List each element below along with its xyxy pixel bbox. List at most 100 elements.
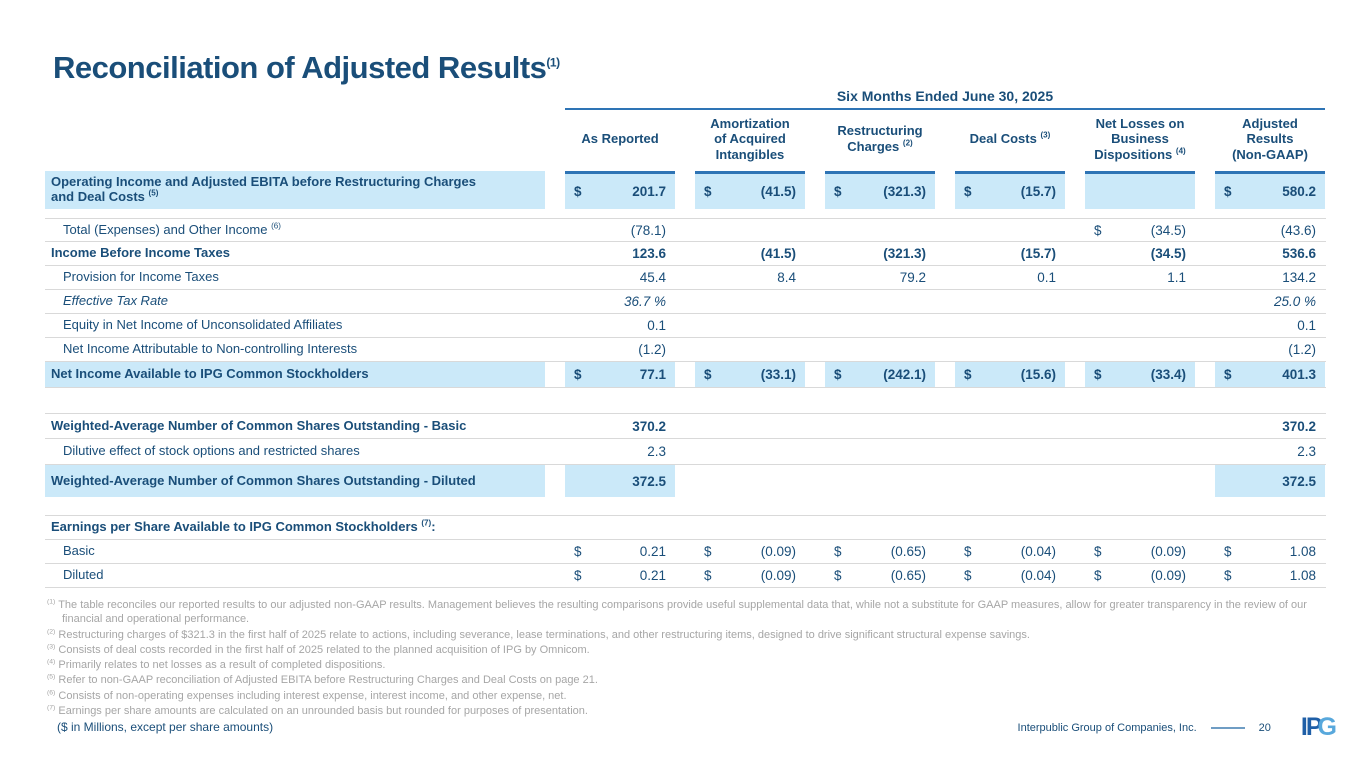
value-cell: (1.2)	[638, 342, 666, 357]
value-cell	[1085, 439, 1195, 464]
value-cell: $ (34.5)	[1094, 222, 1186, 238]
value-cell	[825, 465, 935, 497]
value-cell: 2.3	[647, 444, 666, 459]
column-header-deal-costs: Deal Costs (3)	[969, 130, 1051, 147]
value-cell	[955, 414, 1065, 438]
value-cell: $401.3	[1215, 362, 1325, 387]
column-header-adjusted-results: Adjusted Results (Non-GAAP)	[1232, 115, 1308, 162]
slide: Reconciliation of Adjusted Results(1) Si…	[45, 50, 1326, 734]
value-cell: $ (33.1)	[695, 362, 805, 387]
row-label: Dilutive effect of stock options and res…	[63, 443, 360, 459]
value-cell: 25.0 %	[1273, 294, 1316, 309]
value-cell	[825, 290, 935, 313]
value-cell: $ (33.4)	[1085, 362, 1195, 387]
table-row-effective-tax-rate: Effective Tax Rate 36.7 % 25.0 %	[45, 290, 1326, 314]
page-number: 20	[1258, 721, 1271, 734]
row-label: Weighted-Average Number of Common Shares…	[51, 417, 467, 433]
value-cell	[955, 314, 1065, 337]
row-label: Income Before Income Taxes	[51, 245, 230, 261]
value-cell	[1085, 465, 1195, 497]
table-header-row: As Reported Amortization of Acquired Int…	[45, 112, 1326, 166]
column-header-net-losses: Net Losses on Business Dispositions (4)	[1094, 115, 1186, 162]
value-cell: 79.2	[899, 270, 926, 285]
column-header-as-reported: As Reported	[581, 131, 659, 147]
value-cell: 36.7 %	[623, 294, 666, 309]
value-cell: $1.08	[1224, 568, 1316, 583]
footer-divider-line	[1210, 726, 1245, 729]
table-row-eps-diluted: Diluted $0.21 $ (0.09) $ (0.65) $ (0.04) $(…	[45, 564, 1326, 588]
footnote: (4) Primarily relates to net losses as a…	[47, 658, 386, 672]
value-cell: 372.5	[565, 465, 675, 497]
value-cell: $ (41.5)	[695, 171, 805, 209]
value-cell: $ (0.65)	[834, 568, 926, 583]
row-label: Total (Expenses) and Other Income (6)	[63, 221, 281, 237]
row-label: Basic	[63, 543, 95, 559]
column-header-spacer	[45, 112, 545, 166]
table-row-noncontrolling-interests: Net Income Attributable to Non-controlli…	[45, 338, 1326, 362]
slide-footer: Interpublic Group of Companies, Inc. 20 …	[1017, 713, 1338, 742]
value-cell: $ (0.09)	[1094, 568, 1186, 583]
value-cell: 134.2	[1282, 270, 1316, 285]
value-cell: 2.3	[1297, 444, 1316, 459]
value-cell: $ (0.09)	[704, 544, 796, 559]
value-cell: (1.2)	[1288, 342, 1316, 357]
value-cell: $580.2	[1215, 171, 1325, 209]
table-row-eps-basic: Basic $0.21 $ (0.09) $ (0.65) $ (0.04) $ (0.…	[45, 540, 1326, 564]
value-cell	[695, 439, 805, 464]
value-cell: (321.3)	[883, 246, 926, 261]
value-cell	[955, 290, 1065, 313]
value-cell: 0.1	[647, 318, 666, 333]
value-cell: 8.4	[777, 270, 796, 285]
table-row-net-income-available: Net Income Available to IPG Common Stock…	[45, 362, 1326, 388]
value-cell	[695, 219, 805, 241]
value-cell: 1.1	[1167, 270, 1186, 285]
value-cell: $201.7	[565, 171, 675, 209]
value-cell: $ (242.1)	[825, 362, 935, 387]
reconciliation-table: Six Months Ended June 30, 2025 As Report…	[45, 88, 1326, 588]
table-row-provision-taxes: Provision for Income Taxes 45.4 8.4 79.2…	[45, 266, 1326, 290]
value-cell: $ (15.6)	[955, 362, 1065, 387]
value-cell: $ (0.04)	[964, 568, 1056, 583]
company-name: Interpublic Group of Companies, Inc.	[1017, 721, 1197, 734]
table-row-shares-basic: Weighted-Average Number of Common Shares…	[45, 413, 1326, 439]
table-row-eps-header: Earnings per Share Available to IPG Comm…	[45, 515, 1326, 540]
value-cell	[1085, 338, 1195, 361]
value-cell: 536.6	[1282, 246, 1316, 261]
column-header-restructuring: Restructuring Charges (2)	[837, 123, 923, 154]
value-cell: $0.21	[574, 544, 666, 559]
value-cell	[695, 414, 805, 438]
value-cell: (78.1)	[630, 222, 666, 238]
table-row-shares-diluted: Weighted-Average Number of Common Shares…	[45, 465, 1326, 497]
value-cell	[695, 338, 805, 361]
table-row-operating-income: Operating Income and Adjusted EBITA befo…	[45, 171, 1326, 209]
value-cell: (34.5)	[1150, 246, 1186, 261]
value-cell: 372.5	[1215, 465, 1325, 497]
row-label: Weighted-Average Number of Common Shares…	[45, 465, 545, 497]
period-header: Six Months Ended June 30, 2025	[565, 88, 1325, 110]
value-cell: (15.7)	[1020, 246, 1056, 261]
value-cell: $ (15.7)	[955, 171, 1065, 209]
value-cell	[955, 219, 1065, 241]
value-cell: 370.2	[1282, 418, 1316, 434]
value-cell: $1.08	[1224, 544, 1316, 559]
value-cell: 0.1	[1037, 270, 1056, 285]
row-label: Earnings per Share Available to IPG Comm…	[51, 518, 436, 535]
table-row-equity-net-income: Equity in Net Income of Unconsolidated A…	[45, 314, 1326, 338]
value-cell	[1085, 314, 1195, 337]
value-cell	[695, 465, 805, 497]
footnote: (7) Earnings per share amounts are calcu…	[47, 704, 588, 718]
value-cell	[955, 338, 1065, 361]
footnote: (3) Consists of deal costs recorded in t…	[47, 643, 590, 656]
value-cell: $ (0.65)	[834, 544, 926, 559]
units-note: ($ in Millions, except per share amounts…	[57, 720, 274, 735]
value-cell: $ (0.04)	[964, 544, 1056, 559]
footnote: (5) Refer to non-GAAP reconciliation of …	[47, 673, 598, 687]
value-cell: $ (0.09)	[1094, 544, 1186, 559]
value-cell	[955, 439, 1065, 464]
row-label: Provision for Income Taxes	[63, 269, 219, 285]
table-period-row: Six Months Ended June 30, 2025	[45, 88, 1326, 110]
value-cell	[825, 219, 935, 241]
value-cell: 0.1	[1297, 318, 1316, 333]
footnotes: (1) The table reconciles our reported re…	[47, 598, 1319, 718]
column-header-amortization: Amortization of Acquired Intangibles	[710, 115, 790, 162]
